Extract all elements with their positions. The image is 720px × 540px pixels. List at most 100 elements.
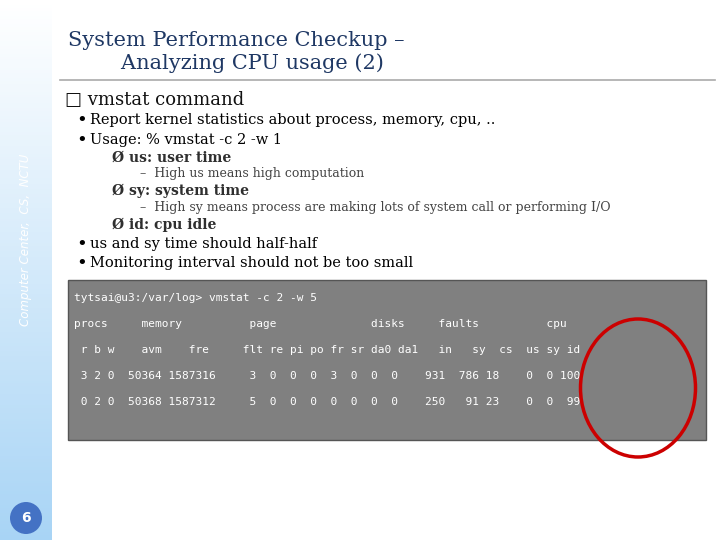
Bar bbox=[0, 284, 52, 286]
Bar bbox=[0, 138, 52, 140]
Bar bbox=[0, 486, 52, 489]
Bar bbox=[0, 446, 52, 448]
Text: •: • bbox=[76, 111, 86, 129]
Bar bbox=[0, 332, 52, 335]
Bar bbox=[0, 367, 52, 370]
Bar bbox=[0, 513, 52, 516]
Bar bbox=[0, 327, 52, 329]
Bar bbox=[0, 97, 52, 100]
Text: Ø id: cpu idle: Ø id: cpu idle bbox=[112, 218, 217, 232]
Bar bbox=[0, 73, 52, 76]
Bar bbox=[0, 146, 52, 148]
Bar bbox=[0, 143, 52, 146]
Bar bbox=[0, 92, 52, 94]
Bar bbox=[0, 162, 52, 165]
Text: □ vmstat command: □ vmstat command bbox=[65, 91, 244, 109]
Bar bbox=[0, 294, 52, 297]
Bar bbox=[0, 22, 52, 24]
Bar bbox=[0, 184, 52, 186]
Bar bbox=[0, 370, 52, 373]
Bar bbox=[0, 516, 52, 518]
Bar bbox=[0, 213, 52, 216]
Bar bbox=[0, 456, 52, 459]
Text: –  High us means high computation: – High us means high computation bbox=[140, 167, 364, 180]
Bar bbox=[0, 483, 52, 486]
Bar bbox=[0, 335, 52, 338]
Bar bbox=[0, 421, 52, 424]
Bar bbox=[0, 51, 52, 54]
Bar bbox=[0, 429, 52, 432]
Bar bbox=[0, 270, 52, 273]
Bar bbox=[0, 159, 52, 162]
Bar bbox=[0, 30, 52, 32]
Bar bbox=[0, 427, 52, 429]
Bar bbox=[0, 46, 52, 49]
Bar bbox=[0, 194, 52, 197]
Text: Computer Center,  CS,  NCTU: Computer Center, CS, NCTU bbox=[19, 154, 32, 326]
Bar bbox=[0, 378, 52, 381]
Bar bbox=[0, 410, 52, 413]
Bar bbox=[0, 259, 52, 262]
Text: Report kernel statistics about process, memory, cpu, ..: Report kernel statistics about process, … bbox=[90, 113, 495, 127]
Bar bbox=[0, 62, 52, 65]
Bar bbox=[0, 351, 52, 354]
Bar bbox=[0, 86, 52, 89]
Circle shape bbox=[10, 502, 42, 534]
Text: •: • bbox=[76, 131, 86, 149]
Bar bbox=[0, 84, 52, 86]
Bar bbox=[0, 316, 52, 319]
Text: –  High sy means process are making lots of system call or performing I/O: – High sy means process are making lots … bbox=[140, 200, 611, 213]
Bar bbox=[0, 219, 52, 221]
Bar bbox=[0, 467, 52, 470]
Bar bbox=[0, 386, 52, 389]
Bar bbox=[0, 3, 52, 5]
Bar bbox=[0, 281, 52, 284]
Bar bbox=[0, 324, 52, 327]
Bar bbox=[0, 278, 52, 281]
Bar bbox=[0, 529, 52, 532]
Bar bbox=[0, 265, 52, 267]
Bar bbox=[0, 459, 52, 462]
Bar bbox=[0, 254, 52, 256]
Bar bbox=[0, 246, 52, 248]
Bar bbox=[0, 0, 52, 3]
Bar bbox=[0, 76, 52, 78]
Bar bbox=[0, 408, 52, 410]
Bar bbox=[0, 321, 52, 324]
Bar bbox=[0, 491, 52, 494]
Bar bbox=[0, 186, 52, 189]
Text: Ø us: user time: Ø us: user time bbox=[112, 151, 231, 165]
Bar bbox=[0, 273, 52, 275]
Text: Ø sy: system time: Ø sy: system time bbox=[112, 184, 249, 198]
Bar bbox=[0, 100, 52, 103]
Bar bbox=[0, 308, 52, 310]
Text: •: • bbox=[76, 254, 86, 272]
Bar bbox=[0, 356, 52, 359]
Bar bbox=[0, 359, 52, 362]
Bar bbox=[0, 497, 52, 500]
Bar bbox=[0, 70, 52, 73]
Bar bbox=[0, 81, 52, 84]
Bar bbox=[0, 405, 52, 408]
Bar bbox=[0, 148, 52, 151]
Bar bbox=[0, 59, 52, 62]
Bar bbox=[0, 289, 52, 292]
Bar bbox=[0, 524, 52, 526]
Bar bbox=[0, 286, 52, 289]
Bar bbox=[0, 27, 52, 30]
Bar bbox=[0, 297, 52, 300]
Bar bbox=[0, 389, 52, 392]
Bar bbox=[0, 154, 52, 157]
Bar bbox=[0, 157, 52, 159]
Bar bbox=[0, 448, 52, 451]
Bar bbox=[0, 518, 52, 521]
Bar bbox=[0, 256, 52, 259]
Bar bbox=[0, 65, 52, 68]
Bar bbox=[0, 305, 52, 308]
Bar bbox=[0, 105, 52, 108]
Bar bbox=[0, 103, 52, 105]
Text: Analyzing CPU usage (2): Analyzing CPU usage (2) bbox=[68, 53, 384, 73]
Bar bbox=[0, 178, 52, 181]
Bar bbox=[0, 502, 52, 505]
Bar bbox=[0, 221, 52, 224]
